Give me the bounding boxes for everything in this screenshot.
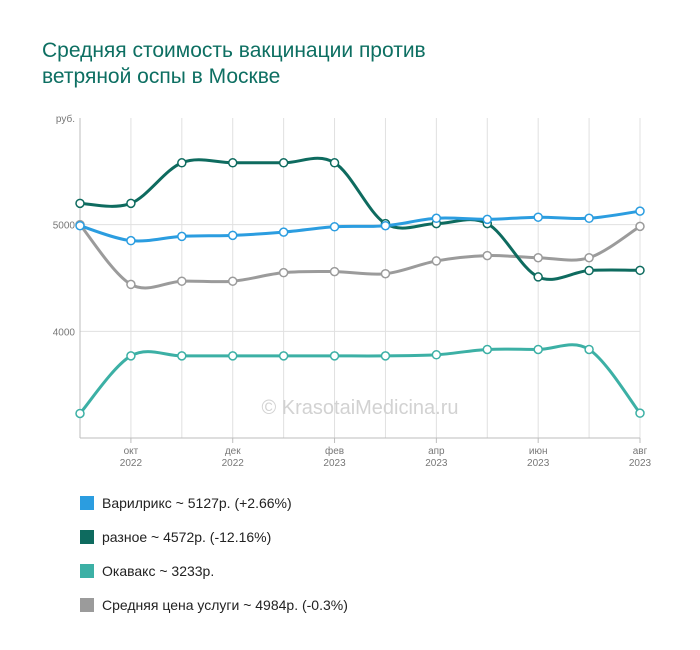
series-point-2 [227, 351, 238, 361]
legend-swatch [80, 598, 94, 612]
series-point-2 [584, 344, 594, 355]
line-chart: 40005000руб.окт2022дек2022фев2023апр2023… [53, 113, 652, 469]
legend-label: разное ~ 4572р. (-12.16%) [102, 529, 272, 545]
series-point-0 [380, 220, 391, 231]
legend-label: Окавакс ~ 3233р. [102, 563, 215, 579]
series-point-0 [431, 213, 442, 224]
chart-title-line-2: ветряной оспы в Москве [42, 65, 281, 88]
x-tick-label-month: дек [225, 446, 241, 457]
series-point-2 [482, 344, 493, 355]
x-tick-label-month: авг [633, 446, 648, 457]
series-point-0 [75, 220, 85, 231]
series-point-3 [380, 268, 391, 279]
series-point-1 [329, 158, 340, 168]
series-point-1 [75, 198, 85, 209]
chart-title: Средняя стоимость вакцинации против ветр… [42, 38, 642, 90]
legend-swatch [80, 496, 94, 510]
series-point-3 [126, 279, 136, 290]
y-tick-label: 4000 [53, 327, 76, 338]
series-point-3 [278, 267, 289, 278]
series-point-0 [329, 222, 340, 232]
legend-label: Варилрикс ~ 5127р. (+2.66%) [102, 495, 292, 511]
legend-swatch [80, 564, 94, 578]
series-point-3 [482, 250, 493, 261]
series-point-1 [584, 265, 594, 276]
x-tick-label-month: июн [529, 446, 548, 457]
series-point-0 [584, 213, 594, 224]
y-tick-label: 5000 [53, 221, 76, 232]
legend-item-varilrix[interactable]: Варилрикс ~ 5127р. (+2.66%) [80, 486, 348, 520]
series-point-3 [533, 252, 543, 263]
chart-title-line-1: Средняя стоимость вакцинации против [42, 39, 426, 62]
series-point-3 [584, 252, 594, 263]
series-point-2 [380, 351, 391, 361]
series-point-0 [482, 214, 493, 225]
series-point-2 [329, 351, 340, 361]
series-point-0 [533, 212, 543, 222]
legend-item-raznoe[interactable]: разное ~ 4572р. (-12.16%) [80, 520, 348, 554]
series-point-2 [75, 408, 85, 419]
series-point-2 [635, 408, 645, 418]
legend-label: Средняя цена услуги ~ 4984р. (-0.3%) [102, 597, 348, 613]
series-point-3 [635, 221, 645, 232]
series-point-2 [278, 351, 289, 361]
y-unit-label: руб. [56, 113, 75, 125]
series-point-1 [278, 158, 289, 168]
legend-item-okavaks[interactable]: Окавакс ~ 3233р. [80, 554, 348, 588]
legend-swatch [80, 530, 94, 544]
x-tick-label-year: 2023 [629, 458, 652, 469]
series-point-1 [635, 265, 645, 276]
series-point-2 [431, 350, 442, 360]
series-point-0 [227, 230, 238, 241]
series-point-2 [177, 351, 187, 361]
series-point-3 [431, 256, 442, 266]
series-point-3 [177, 276, 187, 286]
series-point-3 [227, 276, 238, 286]
series-point-2 [533, 344, 543, 355]
series-line-2 [78, 343, 642, 415]
series-point-3 [329, 266, 340, 277]
series-line-0 [78, 209, 642, 243]
series-point-1 [533, 272, 543, 282]
x-tick-label-month: фев [325, 445, 344, 457]
x-tick-label-month: апр [428, 446, 445, 457]
x-tick-label-year: 2023 [425, 458, 448, 469]
series-point-0 [126, 235, 136, 246]
series-point-1 [126, 198, 136, 209]
x-tick-label-year: 2023 [527, 458, 550, 469]
series-point-2 [126, 351, 136, 361]
series-point-1 [177, 158, 187, 168]
x-tick-label-year: 2022 [222, 458, 245, 469]
x-tick-label-year: 2022 [120, 458, 143, 469]
watermark: © KrasotaiMedicina.ru [261, 397, 458, 419]
x-tick-label-month: окт [124, 446, 139, 457]
legend-item-average[interactable]: Средняя цена услуги ~ 4984р. (-0.3%) [80, 588, 348, 622]
series-point-0 [635, 206, 645, 216]
series-point-1 [227, 158, 238, 168]
series-point-0 [278, 227, 289, 237]
legend: Варилрикс ~ 5127р. (+2.66%) разное ~ 457… [80, 486, 348, 622]
x-tick-label-year: 2023 [323, 458, 346, 469]
series-point-0 [177, 231, 187, 242]
